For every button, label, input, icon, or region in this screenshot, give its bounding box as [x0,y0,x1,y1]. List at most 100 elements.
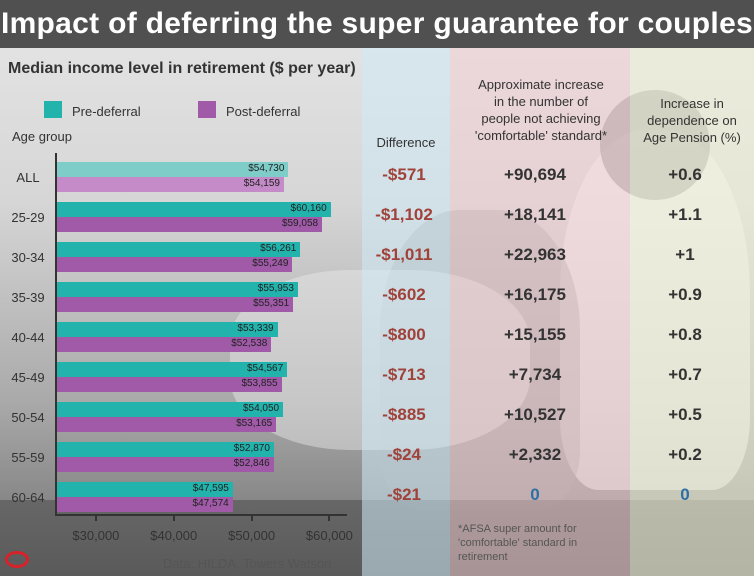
conversation-logo-icon [5,551,29,568]
increase-header-line: Approximate increase [478,77,604,92]
bar-pre-deferral [57,362,288,377]
x-tick-mark [328,514,331,521]
x-tick-mark [94,514,97,521]
bar-pre-deferral [57,162,289,177]
bar-value-label: $55,249 [252,258,289,269]
x-tick-label: $60,000 [305,528,353,543]
increase-column-band [450,48,630,576]
category-label: 30-34 [11,250,45,265]
x-tick-label: $50,000 [228,528,276,543]
bar-pre-deferral [57,402,284,417]
bar-value-label: $53,339 [237,323,274,334]
bar-value-label: $47,574 [192,498,229,509]
bar-value-label: $52,846 [233,458,270,469]
y-axis-line [55,153,57,515]
comfortable-increase-value: +90,694 [504,165,566,184]
age-pension-increase-value: +1 [675,245,695,264]
dependence-header-line: dependence on [647,113,737,128]
bar-value-label: $59,058 [281,218,319,229]
bar-post-deferral [57,257,293,272]
bar-value-label: $60,160 [290,203,327,214]
x-tick-mark [250,514,253,521]
bar-value-label: $52,870 [233,443,270,454]
x-tick-label: $40,000 [150,528,198,543]
chart-subtitle: Median income level in retirement ($ per… [8,60,356,77]
difference-value: -$1,011 [375,245,433,264]
bar-value-label: $47,595 [192,483,229,494]
category-label: 55-59 [11,450,45,465]
category-label: ALL [16,170,40,185]
title-bar [0,0,754,48]
bar-post-deferral [57,177,284,192]
legend-swatch-post [198,101,216,118]
increase-header-line: in the number of [494,94,588,109]
comfortable-increase-value: +10,527 [504,405,566,424]
legend-label-pre: Pre-deferral [72,104,141,119]
bar-pre-deferral [57,482,233,497]
bar-post-deferral [57,337,272,352]
comfortable-increase-value: 0 [530,485,540,504]
comfortable-increase-value: +16,175 [504,285,566,304]
bar-value-label: $53,855 [241,378,278,389]
age-pension-increase-value: 0 [680,485,690,504]
category-label: 60-64 [11,490,45,505]
x-tick-label: $30,000 [72,528,120,543]
x-axis-line [55,514,347,516]
bar-post-deferral [57,457,274,472]
age-group-header: Age group [12,129,72,144]
bar-pre-deferral [57,282,298,297]
x-tick-mark [172,514,175,521]
legend-label-post: Post-deferral [226,104,301,119]
comfortable-increase-value: +15,155 [504,325,566,344]
difference-value: -$713 [382,365,426,384]
bar-post-deferral [57,217,323,232]
increase-header: Approximate increase in the number of pe… [452,76,630,144]
bar-value-label: $52,538 [231,338,268,349]
bar-post-deferral [57,297,294,312]
bar-post-deferral [57,417,277,432]
difference-header: Difference [376,135,436,150]
age-pension-increase-value: +0.7 [668,365,702,384]
bar-value-label: $56,261 [260,243,297,254]
category-label: 40-44 [11,330,45,345]
bar-pre-deferral [57,322,278,337]
bar-value-label: $55,953 [257,283,294,294]
bar-value-label: $53,165 [236,418,273,429]
difference-value: -$571 [382,165,426,184]
bar-pre-deferral [57,442,274,457]
bar-value-label: $54,730 [248,163,285,174]
bar-post-deferral [57,377,282,392]
bar-value-label: $54,567 [246,363,284,374]
legend-swatch-pre [44,101,62,118]
difference-column-band [362,48,450,576]
difference-value: -$1,102 [375,205,433,224]
category-label: 35-39 [11,290,45,305]
bar-pre-deferral [57,242,301,257]
increase-header-line: 'comfortable' standard* [474,128,608,143]
category-label: 45-49 [11,370,45,385]
bar-value-label: $54,050 [242,403,280,414]
dependence-header-line: Age Pension (%) [643,130,741,145]
bar-post-deferral [57,497,233,512]
difference-value: -$21 [386,485,422,504]
difference-value: -$885 [382,405,426,424]
age-pension-increase-value: +0.2 [668,445,702,464]
comfortable-increase-value: +7,734 [508,365,562,384]
difference-value: -$24 [386,445,422,464]
data-source: Data: HILDA, Towers Watson [163,556,332,571]
age-pension-increase-value: +0.9 [668,285,702,304]
footnote: *AFSA super amount for 'comfortable' sta… [458,523,578,563]
dependence-column-band [630,48,754,576]
age-pension-increase-value: +0.5 [668,405,702,424]
increase-header-line: people not achieving [481,111,601,126]
dependence-header-line: Increase in [660,96,724,111]
category-label: 50-54 [11,410,45,425]
chart-title: Impact of deferring the super guarantee … [0,7,754,40]
age-pension-increase-value: +1.1 [668,205,702,224]
category-label: 25-29 [11,210,45,225]
difference-value: -$800 [382,325,426,344]
comfortable-increase-value: +22,963 [504,245,566,264]
bar-pre-deferral [57,202,331,217]
dependence-header: Increase in dependence on Age Pension (%… [630,95,754,146]
